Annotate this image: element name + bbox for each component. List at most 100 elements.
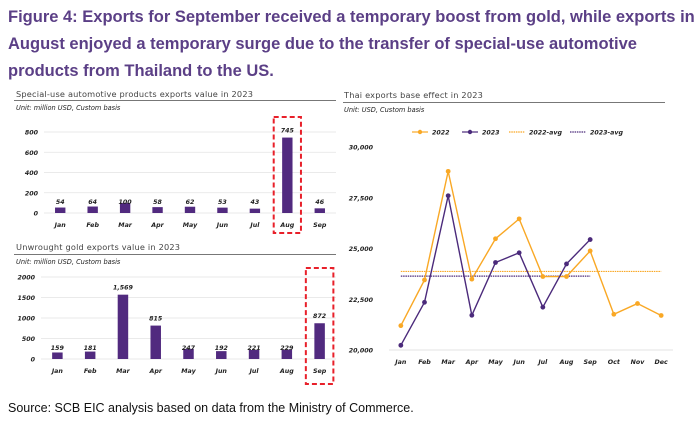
point-2023-jan [398, 342, 404, 348]
bar-mar [117, 294, 129, 359]
x-tick-label: Sep [313, 368, 327, 375]
y-tick-label: 400 [25, 170, 39, 177]
bar-jan [52, 352, 63, 359]
point-2022-jan [398, 323, 404, 329]
x-tick-label: Sep [584, 359, 598, 366]
x-tick-label: May [488, 359, 503, 366]
point-2023-mar [445, 193, 451, 199]
point-2023-apr [469, 312, 475, 318]
point-2022-oct [611, 311, 617, 317]
legend-label-2023: 2023 [482, 130, 500, 137]
point-2022-apr [469, 276, 475, 282]
bar-may [183, 348, 194, 359]
data-label: 1,569 [113, 285, 134, 292]
base-title-rule [343, 102, 665, 103]
data-label: 247 [182, 345, 196, 352]
gold-chart-title: Unwrought gold exports value in 2023 [16, 242, 181, 252]
auto-unit-label: Unit: million USD, Custom basis [16, 104, 121, 112]
y-tick-label: 22,500 [349, 297, 374, 304]
point-2022-jul [540, 274, 546, 279]
bar-apr [152, 207, 163, 213]
figure-title: Figure 4: Exports for September received… [8, 8, 695, 80]
data-label: 100 [119, 199, 133, 206]
data-label: 54 [56, 199, 65, 206]
y-tick-label: 500 [22, 336, 36, 343]
y-tick-label: 1500 [17, 295, 35, 302]
data-label: 58 [153, 199, 162, 206]
legend-marker-2023 [467, 129, 473, 135]
y-tick-label: 0 [34, 211, 39, 218]
x-tick-label: Jul [536, 359, 548, 366]
x-tick-label: Dec [655, 359, 668, 366]
bar-jun [216, 351, 227, 359]
x-tick-label: Apr [150, 222, 164, 229]
x-tick-label: Jan [53, 222, 67, 229]
point-2022-aug [564, 274, 569, 279]
y-tick-label: 25,000 [349, 246, 374, 253]
data-label: 181 [84, 345, 97, 352]
x-tick-label: Jul [248, 222, 260, 229]
x-tick-label: May [183, 222, 198, 229]
bar-sep [314, 323, 325, 359]
x-tick-label: Jun [215, 222, 229, 229]
y-tick-label: 0 [31, 357, 36, 364]
x-tick-label: Jan [50, 368, 64, 375]
bar-apr [150, 325, 161, 359]
x-tick-label: Jun [214, 368, 228, 375]
base-unit-label: Unit: USD, Custom basis [344, 106, 425, 114]
y-tick-label: 20,000 [349, 348, 374, 355]
y-tick-label: 600 [25, 150, 39, 157]
x-tick-label: May [181, 368, 196, 375]
bar-aug [281, 349, 293, 359]
x-tick-label: Feb [84, 368, 97, 375]
point-2022-nov [635, 301, 640, 306]
gold-unit-label: Unit: million USD, Custom basis [16, 258, 121, 266]
x-tick-label: Aug [279, 222, 294, 229]
series-line-2022 [400, 171, 662, 326]
bar-feb [87, 206, 98, 213]
data-label: 192 [215, 345, 229, 352]
x-tick-label: Oct [608, 358, 621, 366]
point-2023-may [493, 260, 498, 265]
bar-feb [84, 351, 96, 359]
point-2022-dec [658, 313, 664, 318]
x-tick-label: Aug [279, 368, 294, 375]
point-2022-may [493, 236, 498, 242]
bar-jul [248, 349, 260, 359]
point-2022-jun [516, 216, 522, 222]
gold-title-rule [14, 254, 336, 255]
x-tick-label: Aug [559, 359, 574, 366]
data-label: 745 [281, 128, 295, 135]
x-tick-label: Jan [393, 359, 407, 366]
x-tick-label: Feb [418, 359, 431, 366]
x-tick-label: Apr [148, 368, 162, 375]
y-tick-label: 30,000 [349, 145, 374, 152]
point-2023-jun [516, 250, 522, 256]
point-2022-sep [587, 248, 593, 254]
data-label: 46 [315, 199, 324, 206]
x-tick-label: Feb [86, 222, 99, 229]
legend-label-2023-avg: 2023-avg [590, 130, 623, 137]
y-tick-label: 200 [25, 190, 39, 197]
data-label: 159 [51, 345, 65, 352]
bar-jun [217, 207, 228, 213]
data-label: 872 [313, 313, 327, 320]
data-label: 229 [280, 345, 294, 352]
x-tick-label: Mar [441, 359, 456, 366]
bar-sep [314, 208, 325, 213]
data-label: 221 [247, 345, 260, 352]
point-2023-feb [422, 299, 427, 305]
y-tick-label: 1000 [17, 316, 35, 323]
point-2022-mar [445, 168, 451, 174]
x-tick-label: Jul [248, 368, 260, 375]
x-tick-label: Sep [313, 222, 327, 229]
y-tick-label: 800 [25, 130, 39, 137]
data-label: 43 [251, 199, 260, 206]
point-2023-jul [540, 304, 546, 310]
x-tick-label: Nov [631, 359, 646, 366]
data-label: 62 [186, 199, 195, 206]
x-tick-label: Mar [118, 222, 133, 229]
bar-jan [55, 207, 66, 213]
